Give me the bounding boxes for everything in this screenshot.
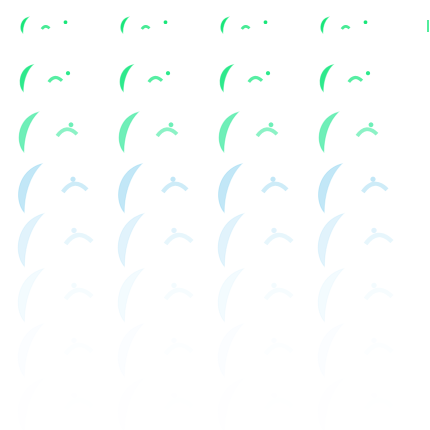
arc [63, 342, 94, 356]
arc [155, 127, 179, 138]
arc [363, 287, 394, 301]
crescent [219, 63, 235, 93]
dot [363, 20, 368, 25]
dot [371, 337, 377, 344]
arc [47, 75, 64, 83]
crescent [317, 267, 346, 323]
dot [170, 176, 176, 182]
arc [55, 127, 79, 138]
dot [171, 227, 177, 234]
arc [347, 75, 364, 83]
arc [161, 181, 189, 194]
dot [370, 176, 376, 182]
crescent [20, 16, 30, 35]
crescent [217, 377, 246, 430]
dot [70, 176, 76, 182]
crescent [17, 322, 46, 378]
arc [263, 287, 294, 301]
crescent [17, 377, 46, 430]
crescent [217, 162, 244, 214]
arc [240, 25, 251, 30]
crescent [317, 322, 346, 378]
crescent [17, 267, 46, 323]
arc [263, 397, 294, 411]
crescent [318, 111, 340, 154]
dot [71, 282, 77, 289]
crescent [217, 212, 246, 268]
dot [271, 392, 277, 399]
crescent [218, 111, 240, 154]
arc [263, 342, 294, 356]
arc [163, 397, 194, 411]
arc [261, 181, 289, 194]
dot [71, 337, 77, 344]
dot [171, 337, 177, 344]
crescent [217, 322, 246, 378]
crescent [18, 111, 40, 154]
crescent [117, 212, 146, 268]
dot [271, 337, 277, 344]
dot [271, 227, 277, 234]
dot [263, 20, 268, 25]
crescent [120, 16, 130, 35]
crescent [119, 63, 135, 93]
crescent [317, 377, 346, 430]
arc [63, 232, 94, 246]
dot [270, 176, 276, 182]
dot [168, 122, 174, 128]
arc [163, 232, 194, 246]
crescent [220, 16, 230, 35]
dot [65, 71, 71, 76]
dot [271, 282, 277, 289]
arc [63, 287, 94, 301]
dot [165, 71, 171, 76]
arc [61, 181, 89, 194]
arc [40, 25, 51, 30]
arc [340, 25, 351, 30]
arc [363, 232, 394, 246]
arc [363, 397, 394, 411]
arc [147, 75, 164, 83]
crescent [117, 267, 146, 323]
crescent [117, 377, 146, 430]
crescent [19, 63, 35, 93]
dot [63, 20, 68, 25]
crescent [117, 162, 144, 214]
dot [171, 392, 177, 399]
dot [265, 71, 271, 76]
crescent [17, 212, 46, 268]
dot [163, 20, 168, 25]
dot [368, 122, 374, 128]
arc [255, 127, 279, 138]
arc [247, 75, 264, 83]
crescent [117, 322, 146, 378]
dot [371, 392, 377, 399]
dot [68, 122, 74, 128]
crescent [118, 111, 140, 154]
crescent [217, 267, 246, 323]
dot [371, 227, 377, 234]
arc [263, 232, 294, 246]
arc [163, 287, 194, 301]
dot [71, 392, 77, 399]
crescent [319, 63, 335, 93]
arc [361, 181, 389, 194]
dot [71, 227, 77, 234]
crescent [17, 162, 44, 214]
arc [63, 397, 94, 411]
crescent [317, 212, 346, 268]
arc [363, 342, 394, 356]
crescent [320, 16, 330, 35]
arc [355, 127, 379, 138]
dot [268, 122, 274, 128]
arc [140, 25, 151, 30]
dot [171, 282, 177, 289]
arc [163, 342, 194, 356]
crescent [317, 162, 344, 214]
dot [371, 282, 377, 289]
dot [365, 71, 371, 76]
